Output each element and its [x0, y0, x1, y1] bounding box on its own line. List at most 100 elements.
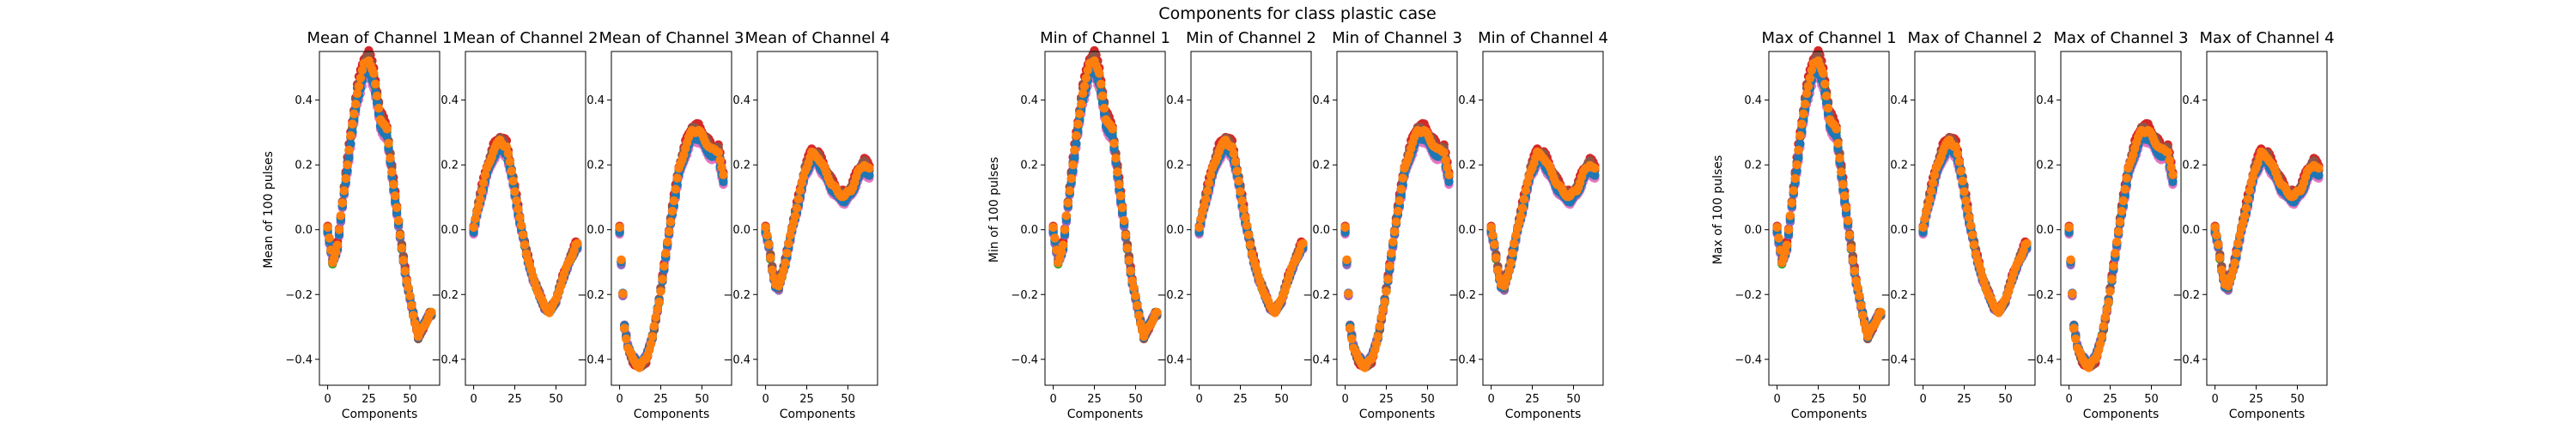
data-point	[1961, 196, 1971, 206]
data-point	[386, 154, 395, 163]
data-point	[392, 202, 402, 213]
data-point	[1340, 222, 1350, 233]
data-point	[1444, 170, 1454, 179]
data-point	[1860, 318, 1869, 329]
data-point	[762, 231, 772, 240]
subplot-title: Mean of Channel 2	[453, 29, 598, 47]
data-point	[622, 334, 631, 344]
subplot-3: Mean of Channel 30.40.20.0−0.2−0.40 25 50C…	[577, 29, 744, 421]
data-point	[1953, 148, 1963, 159]
data-point	[1239, 204, 1249, 214]
data-point	[1066, 173, 1076, 184]
data-point	[1108, 131, 1117, 141]
data-point	[517, 221, 526, 230]
data-point	[519, 240, 530, 250]
figure-title: Components for class plastic case	[1158, 4, 1436, 23]
y-tick-label: 0.4	[1458, 94, 1476, 107]
data-point	[1493, 265, 1503, 275]
data-point	[1371, 339, 1382, 349]
data-point	[1121, 230, 1131, 240]
x-tick-label: 50	[1566, 393, 1581, 406]
data-point	[672, 173, 682, 183]
y-tick-label: 0.2	[732, 160, 750, 172]
data-point	[1200, 201, 1209, 211]
data-point	[1097, 79, 1106, 89]
data-point	[1129, 283, 1139, 293]
data-point	[1841, 202, 1851, 213]
data-point	[1832, 131, 1841, 141]
x-tick-label: 0	[1049, 393, 1056, 406]
subplot-9: Max of Channel 10.40.20.0−0.2−0.40 25 50Co…	[1711, 29, 1897, 421]
axes-frame	[1914, 51, 2036, 386]
data-point	[1204, 178, 1214, 188]
x-axis-label: Components	[634, 408, 710, 421]
series-2	[323, 56, 436, 341]
data-point	[1783, 225, 1794, 234]
data-point	[1387, 249, 1396, 258]
data-point	[474, 201, 483, 211]
data-point	[1838, 179, 1848, 190]
data-point	[389, 179, 398, 190]
data-point	[1115, 179, 1124, 190]
data-point	[1068, 166, 1078, 176]
subplot-title: Min of Channel 4	[1478, 29, 1608, 47]
data-point	[1519, 195, 1529, 204]
data-point	[1060, 225, 1070, 234]
subplot-title: Max of Channel 2	[1907, 29, 2042, 47]
data-point	[784, 239, 793, 249]
data-point	[1078, 88, 1088, 99]
subplot-title: Mean of Channel 3	[599, 29, 744, 47]
data-point	[387, 167, 397, 177]
data-point	[1821, 91, 1832, 101]
y-axis-label: Max of 100 pulses	[1711, 155, 1725, 264]
data-point	[405, 291, 415, 300]
x-axis-label: Components	[1791, 408, 1868, 421]
data-point	[1844, 230, 1855, 240]
data-point	[1797, 119, 1807, 129]
subplot-11: Max of Channel 30.40.20.0−0.2−0.40 25 50Co…	[2026, 29, 2188, 421]
data-point	[1803, 82, 1814, 91]
data-point	[1801, 100, 1810, 109]
data-point	[1136, 318, 1145, 329]
data-point	[617, 255, 626, 264]
subplot-4: Mean of Channel 40.40.20.0−0.2−0.40 25 50C…	[723, 29, 890, 421]
data-point	[1835, 154, 1844, 163]
data-point	[1794, 145, 1803, 155]
data-point	[510, 187, 519, 196]
x-tick-label: 25	[1811, 393, 1826, 406]
y-tick-label: 0.2	[1458, 160, 1476, 172]
data-point	[382, 131, 392, 141]
y-tick-label: 0.0	[1166, 224, 1184, 237]
data-point	[374, 103, 384, 113]
y-tick-label: 0.4	[732, 94, 750, 107]
data-point	[1444, 177, 1454, 186]
data-point	[1373, 332, 1383, 341]
data-point	[1134, 311, 1144, 320]
data-point	[865, 170, 874, 180]
data-point	[1070, 153, 1079, 163]
data-point	[1385, 262, 1394, 271]
y-tick-label: −0.2	[723, 289, 750, 302]
data-point	[1241, 213, 1250, 222]
data-point	[409, 311, 418, 320]
data-point	[658, 275, 667, 284]
y-tick-label: −0.2	[1449, 289, 1476, 302]
x-axis-label: Components	[780, 408, 856, 421]
data-point	[1380, 297, 1389, 307]
y-tick-label: 0.0	[1020, 224, 1038, 237]
data-point	[665, 217, 676, 227]
data-point	[323, 222, 332, 233]
y-tick-label: 0.4	[1744, 94, 1762, 107]
data-point	[1832, 124, 1841, 134]
data-point	[1799, 109, 1808, 118]
y-tick-label: 0.0	[295, 224, 313, 237]
data-point	[1152, 307, 1162, 317]
x-tick-label: 25	[799, 393, 814, 406]
data-point	[1117, 202, 1127, 213]
data-point	[343, 160, 352, 170]
y-tick-label: 0.2	[1020, 160, 1038, 172]
panels-container: Mean of Channel 10.40.20.0−0.2−0.40 25 50C…	[262, 29, 2335, 421]
y-tick-label: 0.4	[295, 94, 313, 107]
data-point	[1057, 247, 1066, 257]
data-point	[1243, 230, 1254, 239]
